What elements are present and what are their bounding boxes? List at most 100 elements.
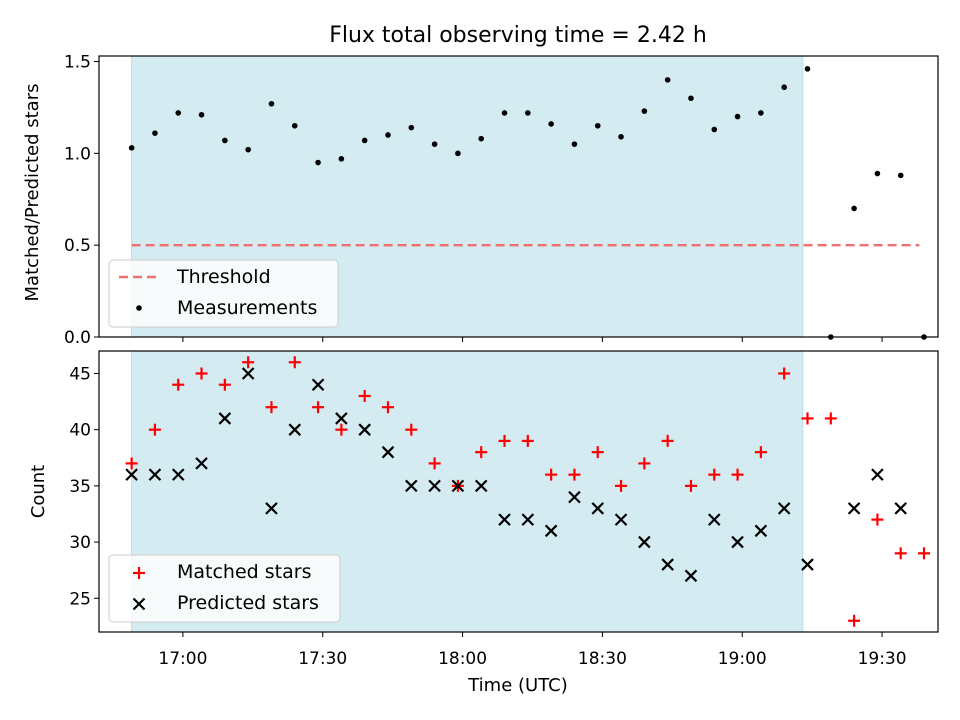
measurement-point [594, 122, 601, 129]
x-marker-b [707, 513, 721, 526]
predicted-star-point [871, 468, 884, 481]
measurement-point [525, 110, 531, 116]
count-y-tick-label: 30 [69, 533, 91, 553]
matched-star-point [568, 468, 581, 481]
matched-star-point [731, 468, 744, 481]
predicted-star-point [358, 423, 371, 436]
predicted-star-point [218, 412, 232, 425]
measurement-point [222, 137, 228, 144]
x-marker-b [731, 535, 744, 549]
measurement-point [315, 159, 321, 166]
measurement-point [385, 132, 391, 138]
matched-star-point [638, 457, 651, 470]
x-marker-b [148, 468, 162, 481]
matched-star-point [684, 479, 697, 492]
legend-measurements-label: Measurements [177, 297, 317, 319]
x-marker-b [777, 502, 791, 515]
measurement-point [804, 66, 811, 72]
legend-matched-label: Matched stars [177, 561, 311, 583]
measurement-point [478, 135, 485, 142]
x-marker-b [498, 513, 511, 526]
measurement-point [688, 95, 694, 102]
count-axis-ticks: 25 30 35 40 45 17:00 17:30 18:00 18:30 19:00 19:30 [69, 364, 906, 669]
ratio-y-tick-label: 1.0 [64, 144, 91, 164]
matched-star-point [475, 446, 488, 459]
measurement-point [175, 110, 182, 116]
count-y-tick-label: 35 [69, 477, 91, 497]
x-marker-b [638, 535, 651, 549]
ratio-plot-frame [98, 55, 939, 338]
x-marker-b [311, 378, 325, 391]
measurement-point [431, 141, 438, 147]
x-marker-b [614, 513, 628, 526]
predicted-star-point [544, 524, 558, 538]
predicted-star-point [381, 445, 395, 459]
x-marker-b [568, 490, 581, 504]
x-marker-b [871, 468, 884, 481]
predicted-star-point [125, 468, 138, 481]
legend-predicted-label: Predicted stars [177, 592, 319, 614]
matched-star-point [824, 412, 837, 425]
legend-measurements-swatch [136, 305, 142, 311]
measurement-point [548, 121, 554, 127]
predicted-star-point [731, 535, 744, 549]
x-marker-b [847, 502, 861, 515]
measurement-point [455, 150, 461, 157]
measurement-point [408, 124, 415, 131]
measurement-point [268, 100, 275, 107]
measurement-point [128, 145, 135, 151]
count-x-tick-label: 19:30 [858, 649, 907, 669]
x-marker-b [265, 502, 278, 515]
x-marker-b [801, 558, 814, 571]
measurement-point [338, 156, 345, 162]
x-marker-b [894, 502, 907, 515]
matched-star-point [848, 614, 861, 627]
x-marker-b [661, 558, 674, 571]
matched-star-point [778, 367, 791, 380]
count-y-axis-label: Count [28, 465, 49, 518]
count-x-tick-label: 17:00 [158, 649, 207, 669]
measurement-point [758, 110, 764, 116]
predicted-star-point [894, 502, 907, 515]
x-marker-b [218, 412, 232, 425]
predicted-star-point [474, 479, 488, 493]
measurement-point [664, 77, 671, 83]
predicted-star-point [614, 513, 628, 526]
predicted-star-point [684, 569, 698, 583]
measurement-point [711, 126, 718, 133]
measurement-point [897, 172, 904, 179]
matched-star-point [335, 423, 348, 436]
matched-star-point [591, 446, 604, 459]
measurement-point [361, 137, 368, 144]
legend-plus-marker [133, 567, 145, 579]
matched-star-point [148, 423, 161, 436]
predicted-star-point [591, 502, 605, 515]
predicted-star-point [148, 468, 162, 481]
measurement-point [152, 130, 158, 136]
matched-star-point [428, 457, 441, 470]
matched-star-point [242, 356, 255, 369]
x-marker-b [451, 479, 465, 493]
predicted-star-point [777, 502, 791, 515]
matched-star-point [545, 468, 558, 481]
predicted-star-point [405, 479, 418, 493]
predicted-star-point [428, 479, 441, 493]
measurement-point [618, 134, 624, 140]
predicted-star-point [241, 367, 255, 380]
measurement-point [198, 111, 205, 118]
x-marker-b [754, 524, 768, 538]
matched-star-point [405, 423, 418, 436]
x-marker-b [335, 412, 348, 425]
predicted-star-point [661, 558, 674, 571]
predicted-star-point [521, 513, 535, 526]
matched-star-point [871, 513, 884, 526]
x-marker-b [544, 524, 558, 538]
matched-star-point [754, 446, 767, 459]
x-marker-b [684, 569, 698, 583]
matched-star-point [358, 389, 371, 402]
x-marker-b [405, 479, 418, 493]
ratio-axis-ticks: 0.0 0.5 1.0 1.5 [64, 53, 883, 348]
x-marker-b [428, 479, 441, 493]
ratio-y-tick-label: 0.5 [64, 236, 91, 256]
